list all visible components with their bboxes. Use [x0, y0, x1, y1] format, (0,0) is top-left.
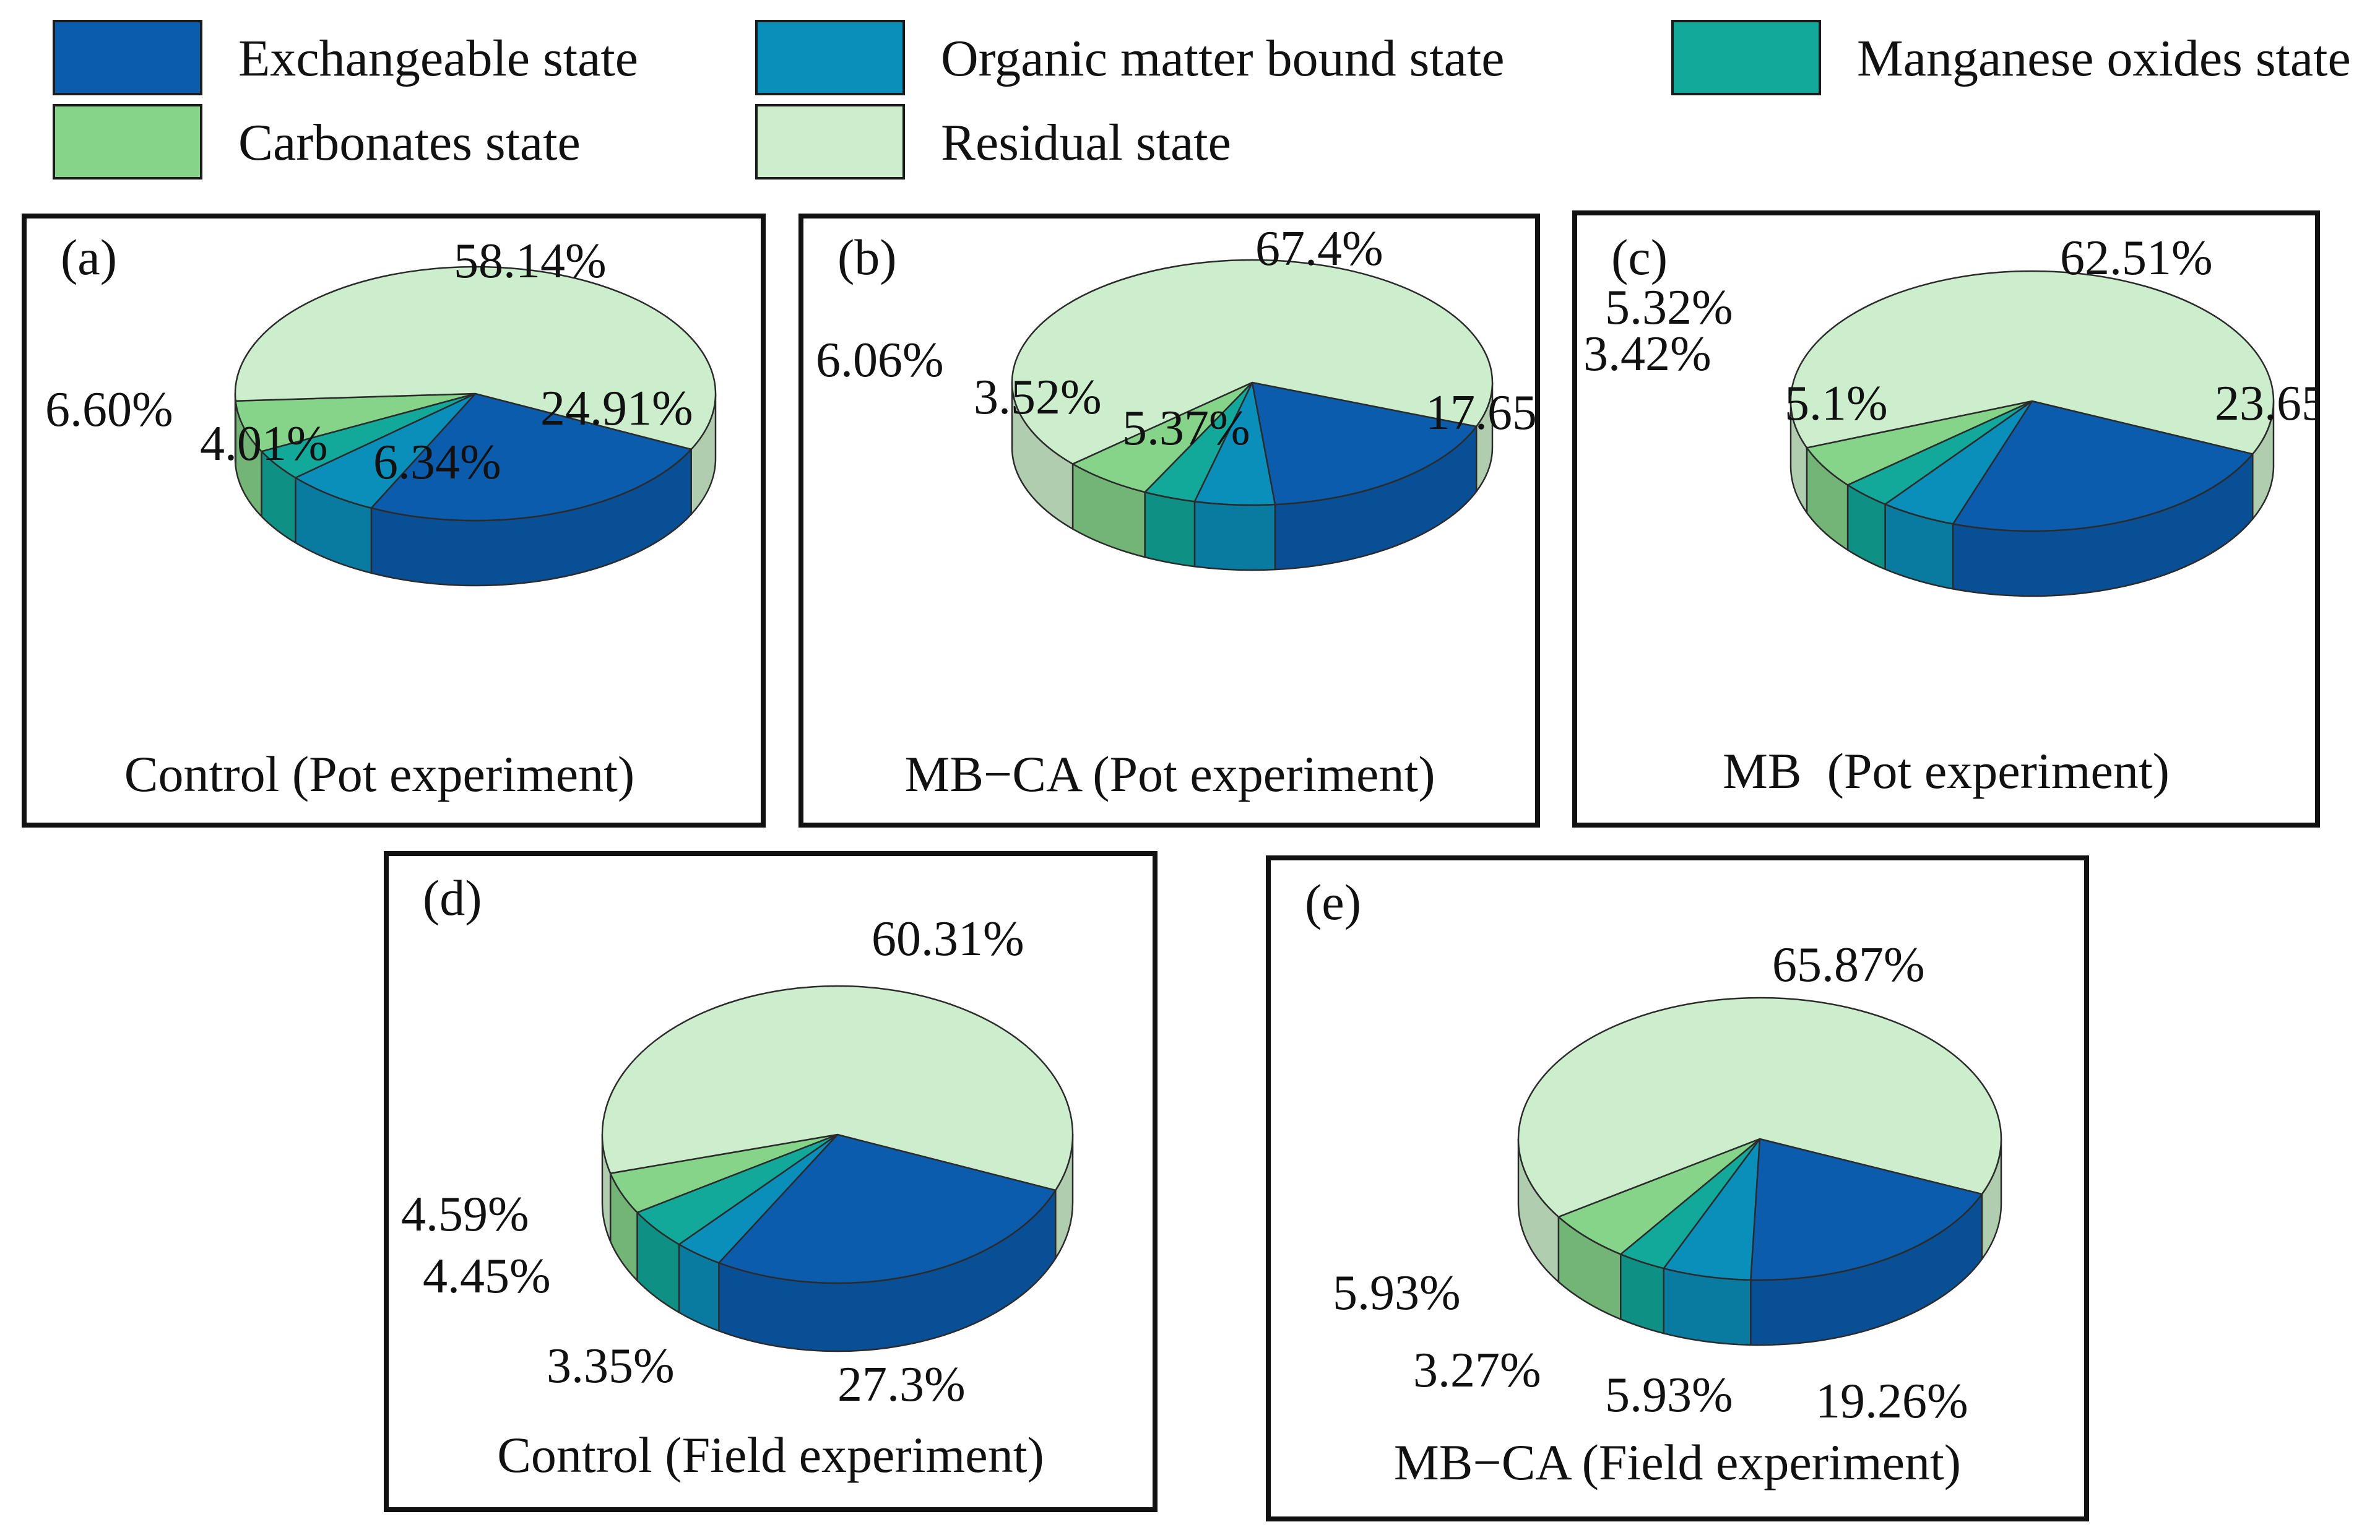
pie-panel-b: 17.65% 5.37% 3.52% 6.06% 67.4% (b) MB−CA (Pot … [798, 214, 1540, 828]
pie-value-label: 5.93% [1333, 1266, 1461, 1320]
pie-slice-residual-state [1789, 270, 2275, 455]
legend-label: Organic matter bound state [941, 30, 1505, 87]
pie-slice-residual-state [601, 985, 1074, 1192]
pie-value-label: 6.34% [373, 435, 501, 490]
chart-title: Control (Field experiment) [497, 1427, 1044, 1483]
panel-label: (c) [1611, 229, 1668, 285]
pie-slice-exchangeable-state [718, 1133, 1057, 1284]
panel-label: (d) [423, 870, 482, 926]
pie-value-label: 19.26% [1815, 1374, 1968, 1429]
pie-slice-residual-state [234, 266, 717, 451]
pie-slice-exchangeable-state [1251, 381, 1478, 506]
pie-value-label: 4.59% [401, 1187, 529, 1242]
pie-slice-exchangeable-state [1750, 1138, 1983, 1281]
legend-label: Manganese oxides state [1857, 30, 2351, 87]
legend-swatch [53, 104, 202, 180]
pie-value-label: 58.14% [454, 234, 607, 288]
pie-slice-organic-matter-bound-state [295, 392, 477, 509]
pie-value-label: 6.06% [816, 333, 944, 387]
pie-value-label: 65.87% [1772, 938, 1925, 992]
pie-chart: 19.26% 5.93% 3.27% 5.93% 65.87% (e) MB−CA (Fie… [1305, 874, 2002, 1490]
pie-slice-residual-state [1517, 997, 2002, 1218]
pie-value-label: 27.3% [837, 1357, 966, 1412]
panel-label: (e) [1305, 874, 1361, 930]
pie-panel-a: 24.91% 6.34% 4.01% 6.60% 58.14% (a) Control (P… [22, 214, 766, 828]
pie-panel-c: 23.65% 5.1% 3.42%5.32% 62.51% (c) MB (Pot exp… [1572, 210, 2320, 828]
pie-slice-residual-state [1011, 259, 1494, 465]
legend-label: Carbonates state [238, 114, 581, 171]
pie-slice-organic-matter-bound-state [1663, 1138, 1761, 1281]
pie-value-label: 67.4% [1255, 222, 1383, 276]
pie-value-label: 3.27% [1413, 1343, 1541, 1398]
pie-panel-d: 27.3% 3.35% 4.45% 4.59% 60.31% (d) Control (Fi… [384, 851, 1158, 1512]
pie-slice-carbonates-state [1071, 381, 1253, 493]
pie-value-label: 62.51% [2060, 231, 2213, 285]
pie-value-label: 5.1% [1785, 376, 1888, 431]
pie-chart: 17.65% 5.37% 3.52% 6.06% 67.4% (b) MB−CA (Pot … [816, 222, 1535, 802]
pie-slice-exchangeable-state [370, 392, 692, 522]
pie-slice-carbonates-state [235, 392, 477, 452]
legend-swatch [755, 20, 905, 95]
pie-value-label: 17.65% [1426, 386, 1535, 440]
pie-value-label: 3.35% [547, 1339, 675, 1393]
pie-value-label: 23.65% [2215, 376, 2315, 431]
pie-value-label: 60.31% [872, 912, 1024, 966]
pie-side-manganese-oxides-state [1144, 491, 1196, 568]
legend-label: Exchangeable state [238, 30, 638, 87]
pie-value-label: 5.37% [1122, 401, 1250, 456]
pie-value-label: 5.93% [1605, 1368, 1733, 1422]
pie-value-label: 3.52% [974, 370, 1102, 425]
panel-label: (a) [61, 229, 117, 285]
pie-slice-exchangeable-state [1952, 400, 2254, 532]
panel-label: (b) [837, 229, 897, 285]
chart-title: Control (Pot experiment) [124, 746, 634, 802]
pie-value-label: 3.42% [1583, 327, 1711, 381]
legend-swatch [755, 104, 905, 180]
chart-title: MB−CA (Field experiment) [1394, 1434, 1961, 1490]
legend-label: Residual state [941, 114, 1231, 171]
pie-value-label: 6.60% [45, 383, 173, 437]
legend-swatch [1671, 20, 1821, 95]
pie-value-label: 5.32% [1605, 280, 1733, 335]
legend-swatch [53, 20, 202, 95]
pie-value-label: 4.45% [423, 1249, 551, 1304]
pie-value-label: 4.01% [200, 417, 328, 471]
pie-chart: 24.91% 6.34% 4.01% 6.60% 58.14% (a) Control (P… [45, 229, 717, 802]
chart-title: MB (Pot experiment) [1723, 743, 2170, 799]
pie-panel-e: 19.26% 5.93% 3.27% 5.93% 65.87% (e) MB−CA (Fie… [1266, 855, 2089, 1521]
pie-slice-carbonates-state [1557, 1138, 1761, 1255]
pie-value-label: 24.91% [540, 381, 693, 436]
pie-chart: 23.65% 5.1% 3.42%5.32% 62.51% (c) MB (Pot exp… [1583, 229, 2315, 799]
chart-title: MB−CA (Pot experiment) [904, 746, 1435, 802]
pie-side-organic-matter-bound-state [1193, 500, 1276, 571]
pie-chart: 27.3% 3.35% 4.45% 4.59% 60.31% (d) Control (Fi… [401, 870, 1074, 1483]
